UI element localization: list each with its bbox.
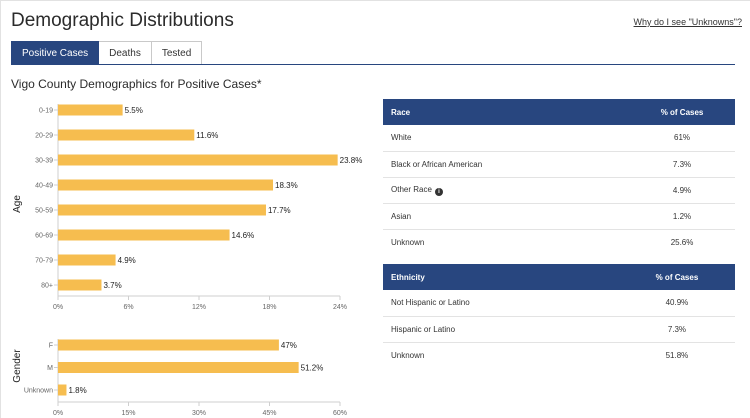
table-row: Hispanic or Latino 7.3%	[383, 316, 735, 343]
tab-positive-cases[interactable]: Positive Cases	[11, 41, 100, 65]
age-x-tick-label: 18%	[262, 304, 276, 311]
race-label: Unknown	[391, 237, 425, 247]
table-row: Black or African American 7.3%	[383, 151, 735, 178]
age-value-label: 4.9%	[118, 256, 136, 265]
race-label: Black or African American	[383, 151, 630, 178]
gender-bar	[58, 362, 299, 373]
race-label: White	[383, 125, 630, 152]
table-row: Asian 1.2%	[383, 203, 735, 230]
age-bar	[58, 104, 123, 116]
table-row: White 61%	[383, 125, 735, 152]
ethnicity-table: Ethnicity % of Cases Not Hispanic or Lat…	[383, 264, 735, 368]
age-bar	[58, 154, 338, 166]
race-table: Race % of Cases White 61% Black or Afric…	[383, 99, 735, 255]
age-bar	[58, 204, 266, 216]
gender-value-label: 1.8%	[68, 386, 86, 395]
gender-axis-title: Gender	[12, 349, 23, 383]
gender-value-label: 51.2%	[301, 364, 324, 373]
ethnicity-value: 7.3%	[618, 316, 735, 343]
ethnicity-pct-header: % of Cases	[618, 264, 735, 290]
age-axis-title: Age	[12, 195, 23, 213]
age-x-tick-label: 12%	[192, 304, 206, 311]
age-value-label: 17.7%	[268, 206, 291, 215]
age-value-label: 3.7%	[103, 281, 121, 290]
age-category-label: 60-69	[35, 233, 53, 240]
age-category-label: 30-39	[35, 158, 53, 165]
ethnicity-label: Hispanic or Latino	[383, 316, 619, 343]
age-value-label: 18.3%	[275, 181, 298, 190]
race-header: Race	[383, 99, 630, 125]
gender-value-label: 47%	[281, 341, 297, 350]
gender-x-tick-label: 0%	[53, 410, 63, 417]
why-unknowns-link[interactable]: Why do I see "Unknowns"?	[633, 17, 742, 27]
ethnicity-label: Unknown	[391, 350, 425, 360]
age-value-label: 14.6%	[232, 231, 255, 240]
age-bar-chart: Age 0% 6% 12% 18% 24% 0-19 5.5% 20-29 11.6% 30-39 2…	[12, 104, 363, 311]
gender-x-tick-label: 60%	[333, 410, 347, 417]
age-bar	[58, 229, 230, 241]
race-label: Asian	[383, 203, 630, 230]
table-row: Unknown 51.8%	[383, 342, 735, 368]
race-value: 4.9%	[629, 177, 735, 204]
gender-x-tick-label: 45%	[262, 410, 276, 417]
age-bar	[58, 254, 116, 266]
age-x-tick-label: 6%	[123, 304, 133, 311]
table-row: Other Race i 4.9%	[383, 177, 735, 204]
age-value-label: 11.6%	[196, 131, 218, 140]
ethnicity-value: 51.8%	[665, 350, 689, 360]
gender-x-tick-label: 30%	[192, 410, 206, 417]
age-bar	[58, 179, 274, 191]
chart-subtitle: Vigo County Demographics for Positive Ca…	[11, 77, 262, 91]
age-category-label: 80+	[41, 283, 53, 290]
race-value: 1.2%	[629, 203, 735, 230]
page-title: Demographic Distributions	[11, 10, 234, 31]
gender-bar-chart: Gender 0% 15% 30% 45% 60% F 47% M 51.2% Unknown 1.8…	[12, 339, 347, 417]
age-x-tick-label: 0%	[53, 304, 63, 311]
gender-category-label: Unknown	[24, 388, 53, 395]
age-x-tick-label: 24%	[333, 304, 347, 311]
age-value-label: 5.5%	[125, 106, 143, 115]
age-bar	[58, 129, 195, 141]
tab-underline	[11, 64, 735, 65]
ethnicity-header: Ethnicity	[383, 264, 619, 290]
age-category-label: 70-79	[35, 258, 53, 265]
race-label-cell: Other Race i	[383, 177, 630, 204]
gender-category-label: F	[49, 343, 53, 350]
table-row: Not Hispanic or Latino 40.9%	[383, 290, 735, 317]
gender-bar	[58, 339, 279, 351]
race-value: 7.3%	[629, 151, 735, 178]
race-table-header: Race % of Cases	[383, 99, 735, 125]
race-label: Other Race	[391, 184, 432, 194]
tab-bar: Positive Cases Deaths Tested	[11, 41, 203, 65]
gender-category-label: M	[47, 365, 53, 372]
ethnicity-label: Not Hispanic or Latino	[383, 290, 619, 317]
age-category-label: 20-29	[35, 133, 53, 140]
gender-x-tick-label: 15%	[121, 410, 135, 417]
ethnicity-table-header: Ethnicity % of Cases	[383, 264, 735, 290]
ethnicity-value: 40.9%	[618, 290, 735, 317]
race-value: 61%	[629, 125, 735, 152]
age-category-label: 0-19	[39, 108, 53, 115]
tab-deaths[interactable]: Deaths	[99, 41, 152, 65]
race-value: 25.6%	[670, 237, 694, 247]
tab-tested[interactable]: Tested	[151, 41, 203, 65]
info-icon[interactable]: i	[434, 187, 443, 196]
gender-bar	[58, 384, 67, 396]
age-bar	[58, 279, 102, 291]
table-row: Unknown 25.6%	[383, 229, 735, 255]
age-category-label: 50-59	[35, 208, 53, 215]
age-value-label: 23.8%	[340, 156, 363, 165]
age-category-label: 40-49	[35, 183, 53, 190]
race-pct-header: % of Cases	[629, 99, 735, 125]
